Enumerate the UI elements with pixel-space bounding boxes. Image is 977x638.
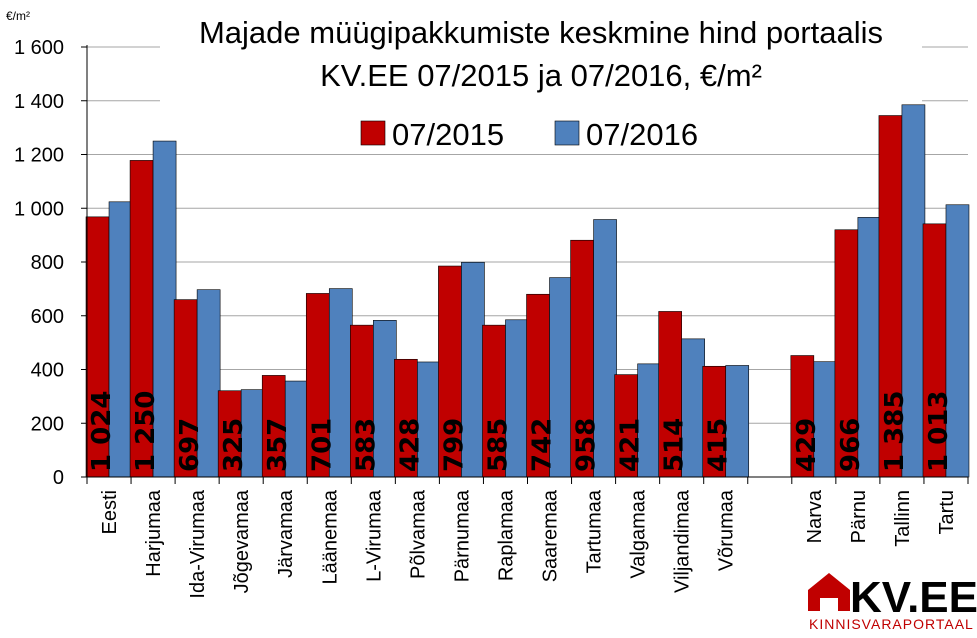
- logo-subtitle: KINNISVARAPORTAAL: [809, 616, 974, 632]
- data-label: 429: [792, 418, 822, 472]
- category-label: Pärnumaa: [451, 489, 473, 582]
- data-label: 1 250: [131, 391, 161, 472]
- bars: [85, 104, 970, 478]
- y-tick-label: 1 200: [14, 145, 64, 167]
- category-label: Läänemaa: [319, 489, 341, 584]
- y-tick-label: 1 400: [14, 91, 64, 113]
- legend-label-2016: 07/2016: [586, 117, 698, 152]
- data-label: 428: [395, 418, 425, 472]
- house-logo-icon: [808, 573, 850, 611]
- category-label: Viljandimaa: [672, 489, 694, 593]
- chart-title-line1: Majade müügipakkumiste keskmine hind por…: [199, 15, 883, 50]
- data-label: 325: [219, 418, 249, 472]
- data-label: 357: [263, 418, 293, 472]
- category-label: L-Virumaa: [363, 489, 385, 582]
- legend-swatch-2016: [554, 120, 580, 146]
- category-label: Valgamaa: [628, 489, 650, 578]
- axes: [86, 45, 969, 484]
- y-tick-label: 600: [31, 306, 64, 328]
- category-label: Tartumaa: [584, 489, 606, 573]
- data-label: 585: [483, 418, 513, 472]
- category-label: Harjumaa: [143, 489, 165, 577]
- legend: 07/2015 07/2016: [348, 114, 714, 154]
- category-label: Tartu: [936, 490, 958, 534]
- y-tick-labels: 0 200 400 600 800 1 000 1 200 1 400 1 600: [14, 37, 64, 489]
- data-label: 1 385: [880, 391, 910, 472]
- category-label: Järvamaa: [275, 489, 297, 578]
- legend-label-2015: 07/2015: [392, 117, 504, 152]
- category-label: Põlvamaa: [407, 489, 429, 579]
- y-tick-label: 1 000: [14, 198, 64, 220]
- y-axis-unit-label: €/m²: [6, 9, 30, 23]
- data-label: 742: [528, 418, 558, 472]
- data-labels: 1 024 1 250 697 325 357 701 583 428 799 585 742 958…: [87, 391, 954, 472]
- chart-title: Majade müügipakkumiste keskmine hind por…: [160, 10, 922, 102]
- category-label: Saaremaa: [540, 489, 562, 582]
- logo-text: KV.EE: [850, 573, 977, 622]
- category-label: Tallinn: [892, 490, 914, 547]
- data-label: 966: [836, 418, 866, 472]
- data-label: 1 024: [87, 391, 117, 472]
- category-label: Eesti: [99, 490, 121, 534]
- data-label: 701: [307, 418, 337, 472]
- data-label: 583: [351, 418, 381, 472]
- category-label: Ida-Virumaa: [187, 489, 209, 598]
- data-label: 421: [616, 418, 646, 472]
- data-label: 697: [175, 418, 205, 472]
- legend-swatch-2015: [360, 120, 386, 146]
- y-tick-label: 200: [31, 413, 64, 435]
- chart-title-line2: KV.EE 07/2015 ja 07/2016, €/m²: [320, 58, 762, 93]
- category-labels: Eesti Harjumaa Ida-Virumaa Jõgevamaa Järvama…: [99, 489, 958, 598]
- y-tick-label: 400: [31, 360, 64, 382]
- y-tick-label: 1 600: [14, 37, 64, 59]
- kv-ee-logo: KV.EE KINNISVARAPORTAAL: [808, 573, 977, 632]
- category-label: Jõgevamaa: [231, 489, 253, 593]
- data-label: 958: [572, 418, 602, 472]
- data-label: 415: [704, 418, 734, 472]
- category-label: Raplamaa: [495, 489, 517, 581]
- y-tick-label: 800: [31, 252, 64, 274]
- category-label: Võrumaa: [716, 489, 738, 571]
- data-label: 799: [439, 418, 469, 472]
- data-label: 514: [660, 418, 690, 472]
- y-tick-label: 0: [53, 467, 64, 489]
- category-label: Pärnu: [848, 490, 870, 543]
- data-label: 1 013: [924, 391, 954, 472]
- category-label: Narva: [804, 489, 826, 543]
